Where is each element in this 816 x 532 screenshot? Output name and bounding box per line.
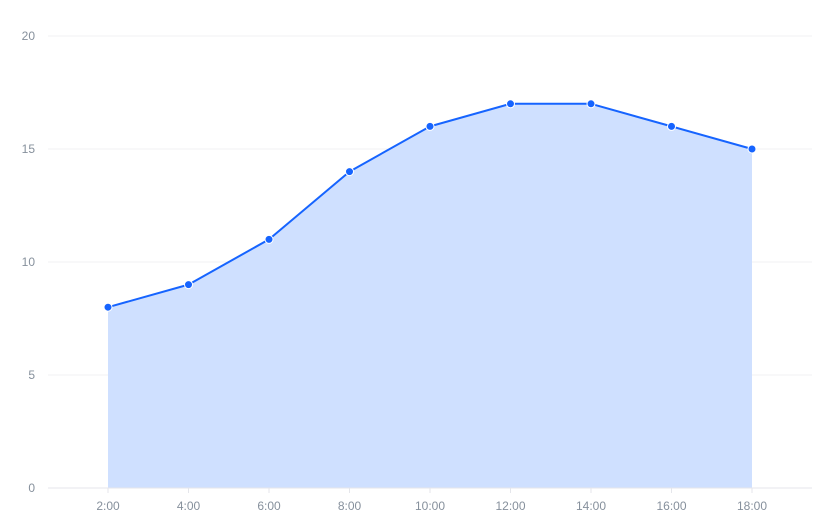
x-tick-label: 18:00 <box>737 499 767 513</box>
data-point[interactable] <box>586 99 596 109</box>
x-tick-label: 10:00 <box>415 499 445 513</box>
x-tick-label: 6:00 <box>257 499 281 513</box>
data-point[interactable] <box>103 302 113 312</box>
y-axis-tick-labels: 0 5 10 15 20 <box>22 29 36 495</box>
data-point[interactable] <box>506 99 515 109</box>
x-axis <box>48 487 812 493</box>
x-tick-label: 8:00 <box>338 499 362 513</box>
y-tick-label: 0 <box>28 481 35 495</box>
x-tick-label: 4:00 <box>177 499 201 513</box>
data-point[interactable] <box>747 144 757 154</box>
y-tick-label: 10 <box>22 255 36 269</box>
y-tick-label: 20 <box>22 29 36 43</box>
x-tick-label: 12:00 <box>495 499 525 513</box>
data-point[interactable] <box>667 121 676 131</box>
data-point[interactable] <box>184 280 193 290</box>
y-tick-label: 15 <box>22 142 36 156</box>
data-point[interactable] <box>264 234 274 244</box>
x-axis-tick-labels: 2:00 4:00 6:00 8:00 10:00 12:00 14:00 16:00 18:0… <box>96 499 767 513</box>
x-tick-label: 2:00 <box>96 499 120 513</box>
data-point[interactable] <box>425 121 435 131</box>
data-points <box>103 99 757 312</box>
series-area <box>108 103 752 489</box>
y-tick-label: 5 <box>28 368 35 382</box>
x-tick-label: 14:00 <box>576 499 606 513</box>
area-fill-layer <box>108 103 752 489</box>
data-point[interactable] <box>345 167 354 177</box>
x-tick-label: 16:00 <box>656 499 686 513</box>
